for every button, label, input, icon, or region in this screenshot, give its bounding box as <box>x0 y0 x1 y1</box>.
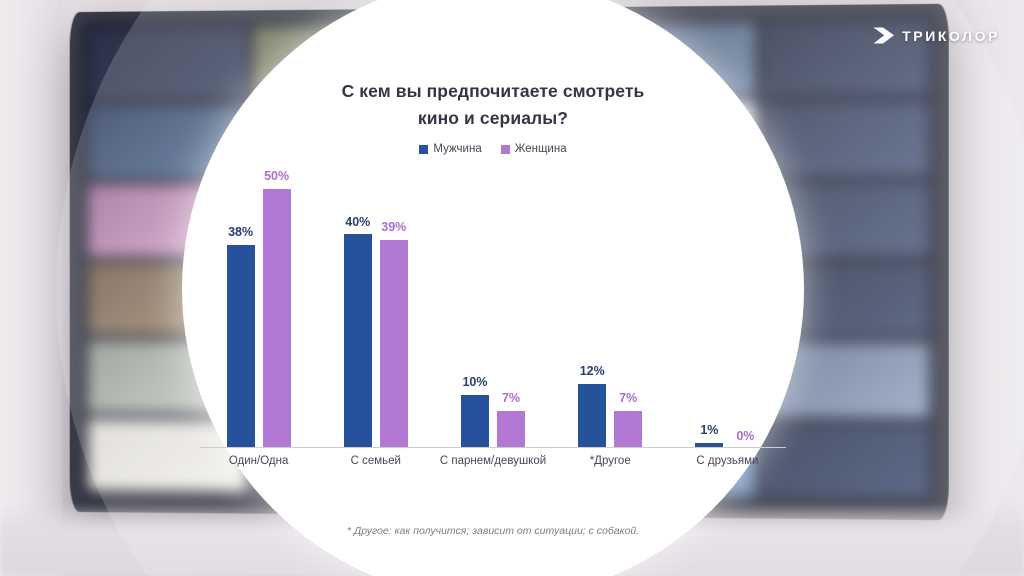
bar-value-label: 7% <box>501 391 521 406</box>
chart-footnote: * Другое: как получится; зависит от ситу… <box>346 525 640 537</box>
bar-column-female[interactable]: 0% <box>731 170 759 448</box>
bar-column-male[interactable]: 40% <box>343 170 372 448</box>
bar-column-male[interactable]: 10% <box>461 170 489 448</box>
bar-group: 12% 7% <box>552 170 669 448</box>
x-axis-label: С парнем/девушкой <box>439 455 547 467</box>
bar-value-label: 7% <box>619 391 638 406</box>
bar-column-female[interactable]: 39% <box>379 170 408 448</box>
bar-female[interactable] <box>262 188 291 448</box>
bar-male[interactable] <box>695 442 724 448</box>
chart-legend: Мужчина Женщина <box>182 143 804 156</box>
bar-group: 10% 7% <box>434 170 551 448</box>
legend-item-male[interactable]: Мужчина <box>419 143 482 156</box>
bar-male[interactable] <box>461 394 489 448</box>
logo-wordmark: ТРИКОЛОР <box>902 27 1000 44</box>
bar-male[interactable] <box>578 383 607 448</box>
bar-value-label: 39% <box>381 220 407 234</box>
bar-male[interactable] <box>226 244 255 448</box>
bar-group: 40% 39% <box>317 170 434 448</box>
legend-swatch-female <box>500 145 510 155</box>
bar-column-female[interactable]: 7% <box>497 170 525 448</box>
bar-value-label: 1% <box>700 423 719 438</box>
x-axis-label: Один/Одна <box>228 455 289 467</box>
x-axis-label: С друзьями <box>696 455 759 467</box>
legend-label-male: Мужчина <box>433 143 482 155</box>
bar-value-label: 50% <box>264 169 290 183</box>
bar-group: 1% 0% <box>669 170 786 448</box>
bar-column-male[interactable]: 12% <box>578 170 607 448</box>
chart-title-line-2: кино и сериалы? <box>417 108 569 129</box>
legend-swatch-male <box>419 145 429 155</box>
legend-label-female: Женщина <box>514 143 567 155</box>
bar-female[interactable] <box>379 239 408 448</box>
chart-title-line-1: С кем вы предпочитаете смотреть <box>341 81 645 101</box>
x-axis-line <box>200 447 786 448</box>
bar-group: 38% 50% <box>200 170 317 448</box>
tricolor-logo: ТРИКОЛОР <box>873 27 1000 44</box>
bar-value-label: 0% <box>736 428 755 443</box>
bar-column-male[interactable]: 38% <box>226 170 255 448</box>
bar-value-label: 38% <box>228 225 254 240</box>
bar-value-label: 12% <box>579 364 605 379</box>
chart-title: С кем вы предпочитаете смотреть кино и с… <box>222 78 764 132</box>
bar-groups: 38% 50% 40% 39% 10% 7% 12% 7% 1% 0% <box>200 170 786 448</box>
bar-male[interactable] <box>343 234 372 448</box>
bar-value-label: 10% <box>462 375 488 390</box>
wall-left <box>0 0 62 576</box>
bar-column-male[interactable]: 1% <box>695 170 724 448</box>
chart-card: С кем вы предпочитаете смотреть кино и с… <box>182 0 804 576</box>
bar-female[interactable] <box>497 410 525 448</box>
x-axis-label: *Другое <box>589 455 631 467</box>
x-axis-labels: Один/Одна С семьей С парнем/девушкой *Друго… <box>200 455 786 469</box>
plot-area: 38% 50% 40% 39% 10% 7% 12% 7% 1% 0% <box>200 170 786 448</box>
bar-female[interactable] <box>614 410 643 448</box>
bar-column-female[interactable]: 50% <box>262 169 291 448</box>
bar-value-label: 40% <box>345 214 371 229</box>
x-axis-label: С семьей <box>350 455 401 467</box>
bar-column-female[interactable]: 7% <box>614 170 643 448</box>
chevron-arrow-icon <box>873 27 895 44</box>
legend-item-female[interactable]: Женщина <box>500 143 567 156</box>
